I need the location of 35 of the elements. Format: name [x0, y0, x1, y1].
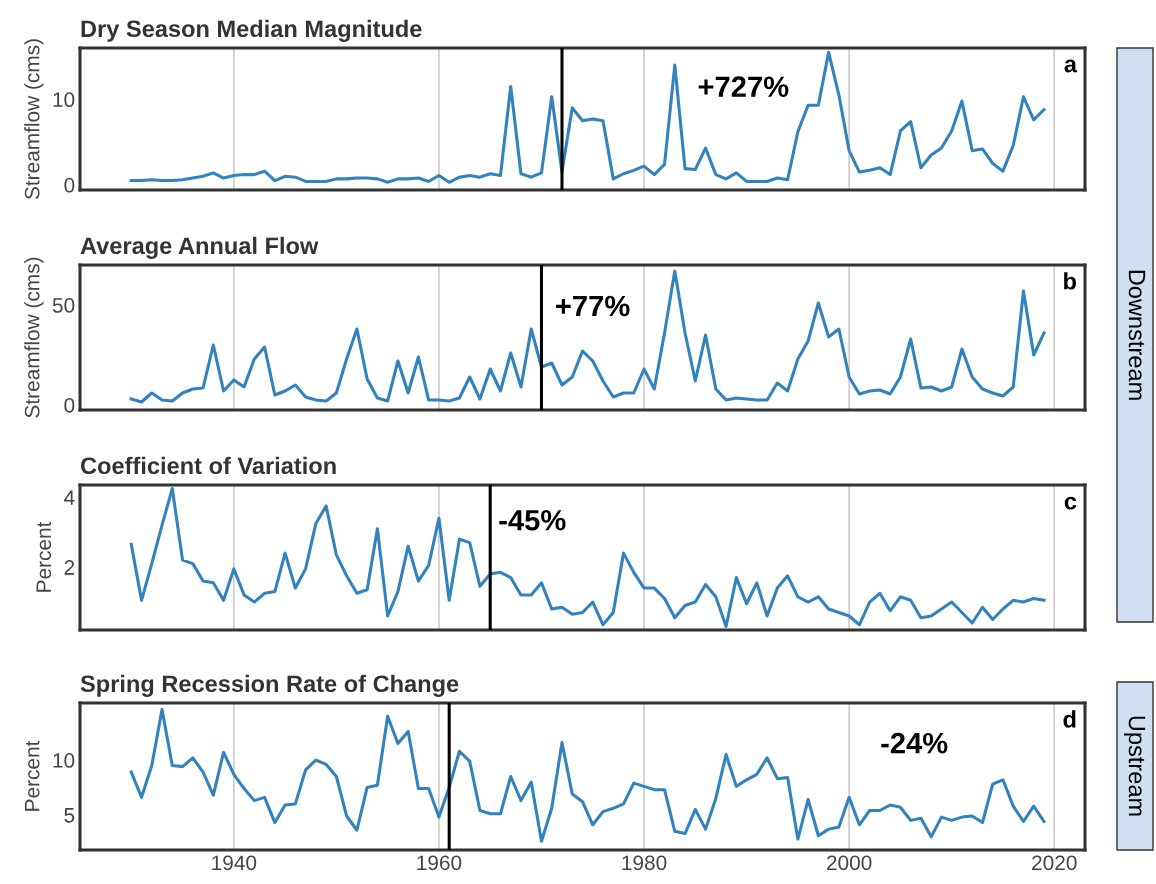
chart-title: Spring Recession Rate of Change [80, 674, 459, 697]
y-tick-label: 5 [64, 808, 75, 823]
line-series [129, 486, 1046, 629]
y-tick-label: 10 [53, 753, 75, 768]
x-tick-label: 1960 [417, 855, 462, 871]
y-tick-label: 2 [64, 560, 75, 575]
chart-title: Average Annual Flow [80, 236, 319, 259]
annotation: c [1064, 496, 1077, 510]
y-tick-label: 4 [64, 490, 75, 505]
annotation: -45% [499, 509, 566, 531]
x-tick-label: 2020 [1032, 855, 1077, 871]
annotation: -24% [881, 732, 948, 754]
x-tick-label: 1980 [622, 855, 667, 871]
line-series [129, 708, 1046, 843]
y-axis-title: Streamflow (cms) [24, 39, 44, 200]
x-tick-label: 2000 [827, 855, 872, 871]
y-axis-title: Percent [24, 740, 40, 811]
y-tick-label: 0 [64, 398, 75, 413]
annotation: a [1064, 59, 1078, 73]
chart-title: Dry Season Median Magnitude [81, 19, 422, 42]
line-series [129, 269, 1046, 404]
y-axis-title: Streamflow (cms) [24, 257, 44, 418]
annotation: +77% [556, 295, 630, 317]
text: Upstream [1123, 716, 1146, 816]
y-tick-label: 0 [64, 177, 75, 193]
chart-title: Coefficient of Variation [80, 456, 336, 475]
x-tick-label: 1940 [212, 855, 257, 871]
annotation: d [1063, 710, 1076, 728]
y-tick-label: 10 [53, 92, 75, 108]
annotation: +727% [698, 76, 789, 97]
y-axis-title: Percent [36, 521, 52, 592]
annotation: b [1064, 272, 1076, 290]
y-tick-label: 50 [52, 298, 75, 313]
text: Downstream [1128, 270, 1146, 400]
line-series [129, 50, 1046, 184]
